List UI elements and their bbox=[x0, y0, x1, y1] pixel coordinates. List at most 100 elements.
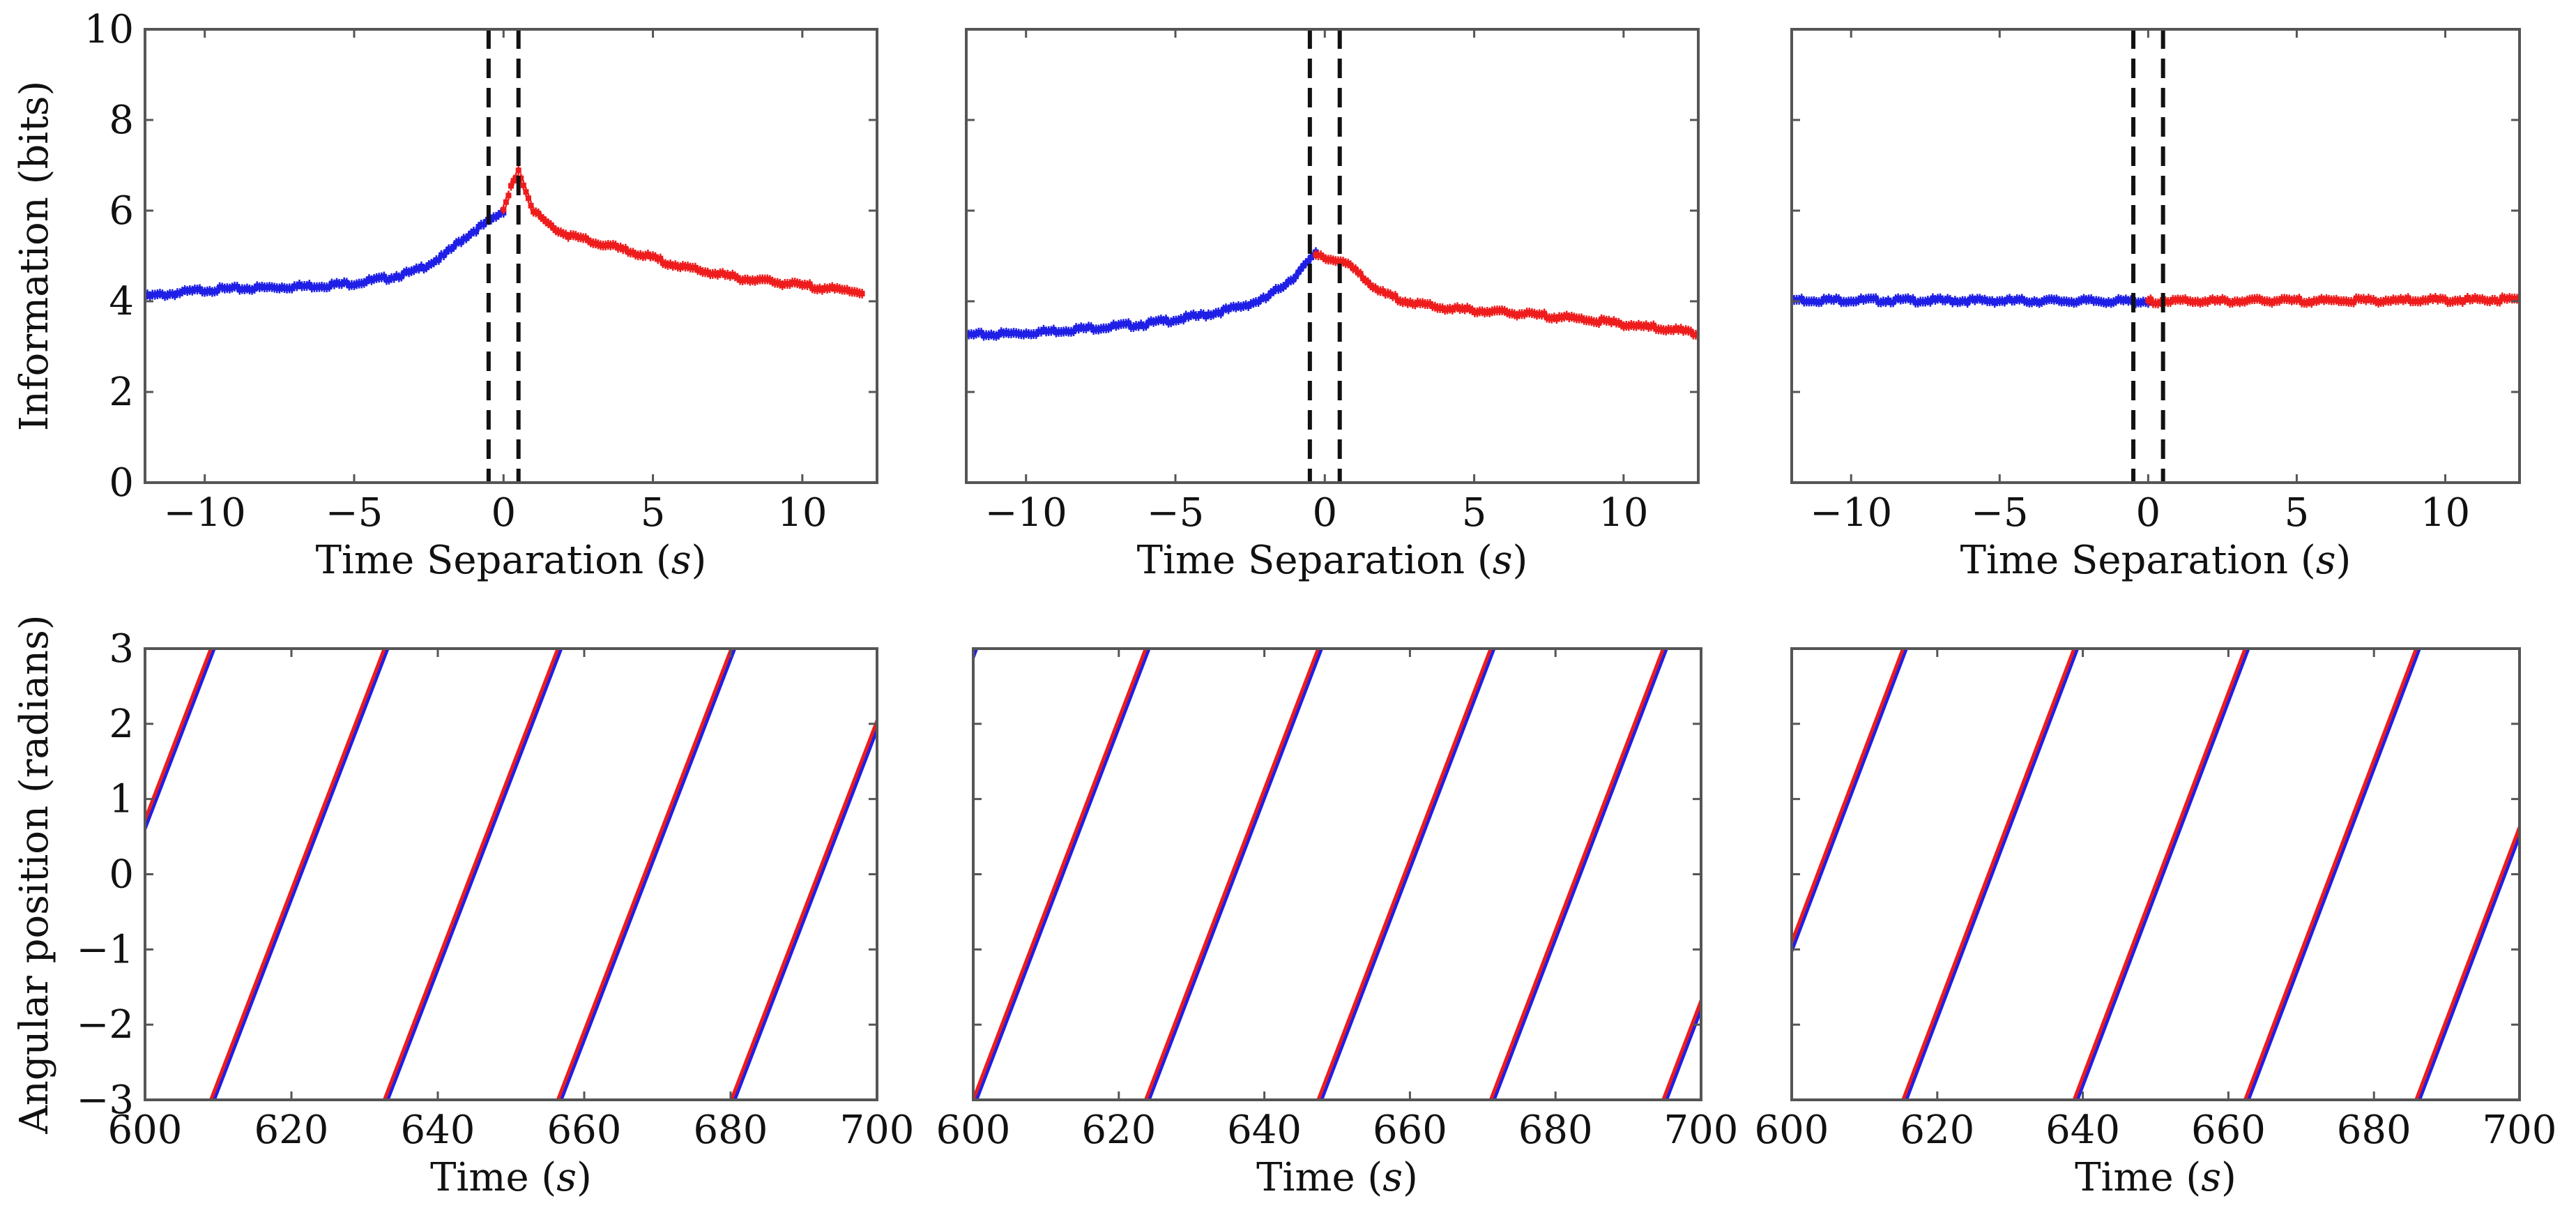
data-point bbox=[513, 174, 519, 181]
x-tick-label: 10 bbox=[2421, 490, 2470, 536]
trace-segment bbox=[1492, 649, 1668, 1100]
data-point bbox=[1836, 296, 1842, 302]
data-point bbox=[1143, 323, 1149, 329]
data-point bbox=[2405, 295, 2411, 301]
y-axis-label: Angular position (radians) bbox=[12, 614, 57, 1134]
panel-bottom-right: 600 620 640 660 680 700 Time (s) bbox=[1561, 647, 2556, 1200]
data-point bbox=[501, 206, 507, 213]
trace-segment bbox=[559, 649, 737, 1100]
data-point bbox=[528, 202, 534, 209]
trace-segment bbox=[386, 649, 563, 1100]
data-point bbox=[1596, 320, 1602, 326]
data-point bbox=[381, 273, 387, 280]
x-tick-label: 620 bbox=[1900, 1108, 1974, 1153]
data-point bbox=[1541, 310, 1548, 317]
y-tick-label: 2 bbox=[109, 702, 134, 747]
x-tick-label: 600 bbox=[936, 1108, 1011, 1153]
x-tick-label: 660 bbox=[2191, 1108, 2266, 1153]
x-tick-label: 700 bbox=[840, 1108, 915, 1153]
data-point bbox=[1357, 271, 1364, 277]
data-point bbox=[518, 175, 524, 181]
trace-segment bbox=[1905, 649, 2080, 1100]
plot-area bbox=[973, 649, 2008, 1100]
x-tick-label: 5 bbox=[2285, 490, 2310, 536]
data-point bbox=[1088, 324, 1095, 331]
plot-area bbox=[145, 165, 865, 302]
data-point bbox=[1125, 320, 1131, 326]
plot-area bbox=[1561, 649, 2520, 1100]
y-tick-label: 2 bbox=[109, 370, 134, 415]
trace-segment bbox=[905, 649, 1079, 1100]
trace-segment bbox=[1836, 649, 2008, 1100]
data-point bbox=[1283, 282, 1289, 288]
axes-frame bbox=[144, 647, 878, 1101]
x-tick-label: 680 bbox=[2337, 1108, 2411, 1153]
data-point bbox=[1352, 266, 1359, 273]
data-point bbox=[450, 243, 457, 250]
data-point bbox=[436, 257, 442, 263]
observed-trace bbox=[145, 649, 877, 1100]
data-point bbox=[1873, 295, 1879, 301]
y-tick-label: 3 bbox=[109, 626, 134, 672]
data-point bbox=[2296, 296, 2302, 302]
y-axis-label: Information (bits) bbox=[12, 81, 57, 432]
data-point bbox=[480, 222, 487, 228]
data-point bbox=[1965, 300, 1971, 306]
trace-segment bbox=[145, 649, 213, 825]
trace-segment bbox=[1147, 649, 1323, 1100]
x-tick-label: 600 bbox=[108, 1108, 183, 1153]
series-negative bbox=[145, 207, 507, 302]
x-tick-label: 0 bbox=[491, 490, 516, 536]
x-tick-label: 620 bbox=[254, 1108, 329, 1153]
x-axis-label: Time Separation (s) bbox=[1960, 538, 2352, 583]
x-tick-label: −5 bbox=[1147, 490, 1205, 536]
trace-segment bbox=[733, 725, 877, 1100]
series-negative bbox=[1792, 293, 2151, 308]
x-tick-label: 0 bbox=[1312, 490, 1337, 536]
trace-segment bbox=[1316, 649, 1493, 1100]
trace-segment bbox=[2246, 649, 2421, 1100]
observed-trace bbox=[973, 649, 1701, 1100]
trace-segment bbox=[2418, 831, 2520, 1100]
x-tick-label: 680 bbox=[694, 1108, 768, 1153]
data-point bbox=[657, 255, 664, 262]
axes-frame bbox=[972, 647, 1702, 1101]
trace-segment bbox=[1901, 649, 2076, 1100]
x-tick-label: −10 bbox=[1810, 490, 1892, 536]
x-tick-label: 5 bbox=[1462, 490, 1487, 536]
x-tick-label: 680 bbox=[1518, 1108, 1593, 1153]
data-point bbox=[1163, 316, 1169, 322]
x-axis-label: Time (s) bbox=[1256, 1155, 1418, 1200]
data-point bbox=[1265, 293, 1272, 299]
axes-frame bbox=[965, 28, 1700, 484]
axes-frame bbox=[1790, 647, 2521, 1101]
x-tick-label: 600 bbox=[1755, 1108, 1829, 1153]
trace-segment bbox=[1792, 649, 1905, 948]
panel-top-right: −10 −5 0 5 10 Time Separation (s) bbox=[1790, 28, 2521, 583]
x-axis-label: Time Separation (s) bbox=[316, 538, 707, 583]
trace-segment bbox=[1488, 649, 1666, 1100]
trace-segment bbox=[1665, 1004, 1701, 1100]
series-negative bbox=[966, 247, 1319, 341]
y-tick-label: 0 bbox=[109, 460, 134, 506]
data-point bbox=[326, 284, 333, 290]
trace-segment bbox=[1561, 649, 1732, 1100]
data-point bbox=[510, 178, 517, 184]
data-point bbox=[1297, 266, 1304, 272]
trace-segment bbox=[1564, 649, 1735, 1100]
y-tick-label: 6 bbox=[109, 188, 134, 234]
data-point bbox=[214, 287, 220, 294]
trace-segment bbox=[212, 649, 390, 1100]
data-point bbox=[1392, 293, 1398, 299]
data-point bbox=[1890, 299, 1896, 305]
x-tick-label: −10 bbox=[164, 490, 246, 536]
x-tick-label: 640 bbox=[401, 1108, 475, 1153]
x-tick-label: 640 bbox=[2045, 1108, 2120, 1153]
plot-area bbox=[966, 247, 1698, 341]
trace-segment bbox=[973, 649, 979, 663]
axes-frame bbox=[1790, 28, 2521, 484]
trace-segment bbox=[975, 649, 1151, 1100]
data-point bbox=[441, 252, 447, 259]
data-point bbox=[1927, 299, 1933, 305]
